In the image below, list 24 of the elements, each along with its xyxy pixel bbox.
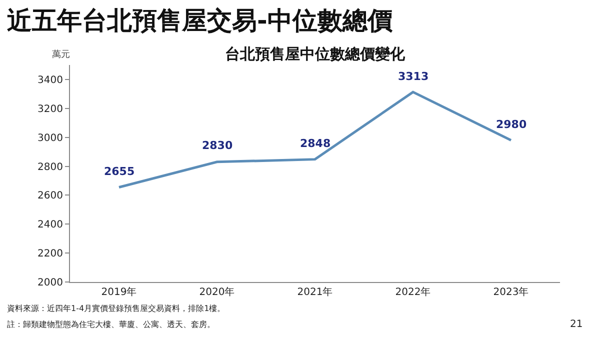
y-axis-title: 萬元 [52, 49, 70, 60]
y-tick-label: 3000 [38, 132, 63, 144]
x-tick-label: 2020年 [199, 286, 235, 298]
text: 21 [570, 319, 583, 330]
x-tick-label: 2023年 [493, 286, 529, 298]
data-label: 2830 [202, 139, 233, 152]
y-tick-label: 2000 [38, 278, 63, 288]
y-tick-label: 2400 [38, 220, 63, 231]
chart-subtitle: 台北預售屋中位數總價變化 [225, 45, 406, 63]
y-tick-label: 2800 [38, 162, 63, 173]
y-tick-label: 3400 [38, 74, 63, 86]
x-tick-label: 2022年 [395, 286, 431, 298]
y-tick-label: 3200 [38, 104, 63, 115]
data-label: 3313 [398, 70, 429, 83]
data-label: 2980 [496, 118, 527, 131]
text: 註：歸類建物型態為住宅大樓、華廈、公寓、透天、套房。 [7, 320, 215, 329]
y-tick-label: 2200 [38, 248, 63, 260]
chart-title: 近五年台北預售屋交易-中位數總價 [7, 6, 394, 35]
y-tick-label: 2600 [38, 190, 63, 202]
data-label: 2848 [300, 137, 331, 150]
data-label: 2655 [104, 165, 135, 178]
x-tick-label: 2019年 [101, 286, 137, 298]
source-note: 資料來源：近四年1-4月實價登錄預售屋交易資料，排除1樓。 [7, 304, 226, 313]
x-tick-label: 2021年 [297, 286, 333, 298]
